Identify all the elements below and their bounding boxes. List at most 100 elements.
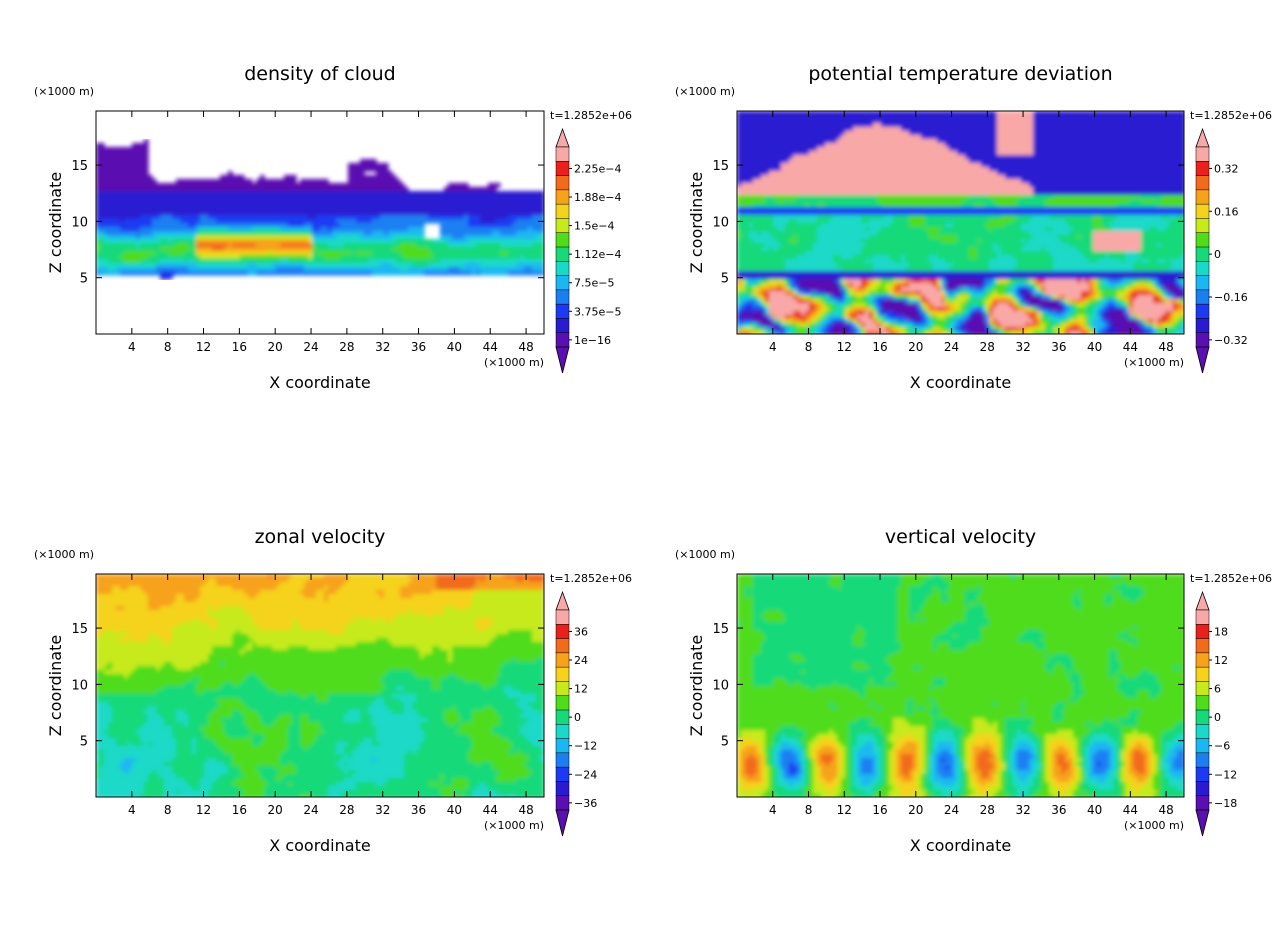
panel-2: potential temperature deviation (×1000 m)… (675, 63, 1272, 392)
colorbar-swatch (556, 304, 569, 319)
colorbar-swatch (556, 796, 569, 811)
y-axis-label: Z coordinate (46, 635, 65, 736)
y-tick-label: 5 (721, 735, 729, 750)
colorbar-swatch (1196, 190, 1209, 205)
x-tick-label: 20 (268, 340, 283, 354)
colorbar-top-arrow (556, 592, 569, 610)
colorbar-label: 0.16 (1214, 205, 1239, 218)
x-tick-label: 36 (1051, 803, 1066, 817)
x-tick-label: 16 (232, 340, 247, 354)
x-tick-label: 20 (908, 340, 923, 354)
colorbar-top-arrow (1196, 592, 1209, 610)
colorbar-swatch (1196, 681, 1209, 696)
colorbar-swatch (1196, 304, 1209, 319)
colorbar-swatch (556, 318, 569, 333)
colorbar-label: −12 (1214, 768, 1237, 781)
colorbar-swatch (1196, 624, 1209, 639)
heatmap-field (737, 574, 1186, 799)
colorbar-swatch (1196, 739, 1209, 754)
colorbar-swatch (1196, 653, 1209, 668)
colorbar-swatch (1196, 318, 1209, 333)
colorbar-swatch (556, 781, 569, 796)
colorbar-swatch (556, 161, 569, 176)
chart-title: vertical velocity (885, 526, 1036, 548)
x-axis-label: X coordinate (269, 836, 370, 855)
heatmap-field (737, 111, 1186, 336)
colorbar-label: 2.25e−4 (574, 162, 621, 175)
colorbar-swatch (1196, 710, 1209, 725)
x-tick-label: 36 (411, 340, 426, 354)
y-axis-label: Z coordinate (687, 635, 706, 736)
y-tick-label: 15 (712, 159, 729, 174)
x-tick-label: 28 (339, 340, 354, 354)
x-tick-label: 24 (944, 803, 959, 817)
x-axis-label: X coordinate (910, 836, 1011, 855)
colorbar-label: −0.32 (1214, 334, 1248, 347)
y-axis-label: Z coordinate (687, 172, 706, 273)
x-tick-label: 32 (1015, 340, 1030, 354)
colorbar-swatch (556, 639, 569, 654)
time-label: t=1.2852e+06 (1190, 109, 1272, 122)
colorbar-swatch (556, 767, 569, 782)
x-tick-label: 44 (1123, 803, 1138, 817)
colorbar-swatch (1196, 333, 1209, 348)
colorbar-swatch (1196, 696, 1209, 711)
y-tick-label: 15 (712, 622, 729, 637)
x-tick-label: 8 (164, 803, 172, 817)
x-tick-label: 24 (303, 340, 318, 354)
colorbar-bottom-arrow (556, 810, 569, 836)
x-tick-label: 28 (339, 803, 354, 817)
colorbar-swatch (1196, 290, 1209, 305)
colorbar-swatch (556, 261, 569, 276)
colorbar-label: 0 (1214, 711, 1221, 724)
colorbar-swatch (1196, 753, 1209, 768)
y-tick-label: 15 (71, 159, 88, 174)
x-tick-label: 16 (872, 803, 887, 817)
x-axis-label: X coordinate (910, 373, 1011, 392)
colorbar-swatch (1196, 781, 1209, 796)
colorbar-swatch (556, 624, 569, 639)
colorbar-label: −6 (1214, 740, 1230, 753)
x-tick-label: 12 (837, 803, 852, 817)
colorbar-swatch (556, 204, 569, 219)
x-tick-label: 48 (1158, 340, 1173, 354)
colorbar-top-arrow (1196, 129, 1209, 147)
colorbar-swatch (1196, 610, 1209, 625)
colorbar-swatch (556, 147, 569, 162)
x-tick-label: 4 (128, 340, 136, 354)
y-unit-label: (×1000 m) (675, 85, 735, 98)
x-tick-label: 20 (268, 803, 283, 817)
colorbar-label: 0 (574, 711, 581, 724)
x-tick-label: 24 (944, 340, 959, 354)
x-tick-label: 32 (375, 803, 390, 817)
colorbar-swatch (556, 190, 569, 205)
colorbar-swatch (556, 724, 569, 739)
x-tick-label: 24 (303, 803, 318, 817)
y-tick-label: 10 (71, 678, 88, 693)
colorbar-swatch (1196, 767, 1209, 782)
colorbar-label: −18 (1214, 797, 1237, 810)
chart-title: density of cloud (244, 63, 396, 85)
colorbar-swatch (556, 233, 569, 248)
colorbar-swatch (1196, 161, 1209, 176)
y-unit-label: (×1000 m) (34, 548, 94, 561)
colorbar-swatch (1196, 218, 1209, 233)
y-tick-label: 5 (721, 272, 729, 287)
x-tick-label: 44 (1123, 340, 1138, 354)
x-tick-label: 4 (769, 340, 777, 354)
x-tick-label: 40 (1087, 340, 1102, 354)
time-label: t=1.2852e+06 (550, 109, 632, 122)
colorbar-bottom-arrow (1196, 347, 1209, 373)
x-tick-label: 28 (980, 340, 995, 354)
chart-title: potential temperature deviation (808, 63, 1112, 85)
colorbar-label: 6 (1214, 683, 1221, 696)
colorbar-label: 1.88e−4 (574, 191, 621, 204)
colorbar-swatch (556, 290, 569, 305)
x-tick-label: 48 (518, 340, 533, 354)
x-unit-label: (×1000 m) (1124, 356, 1184, 369)
colorbar-swatch (556, 653, 569, 668)
